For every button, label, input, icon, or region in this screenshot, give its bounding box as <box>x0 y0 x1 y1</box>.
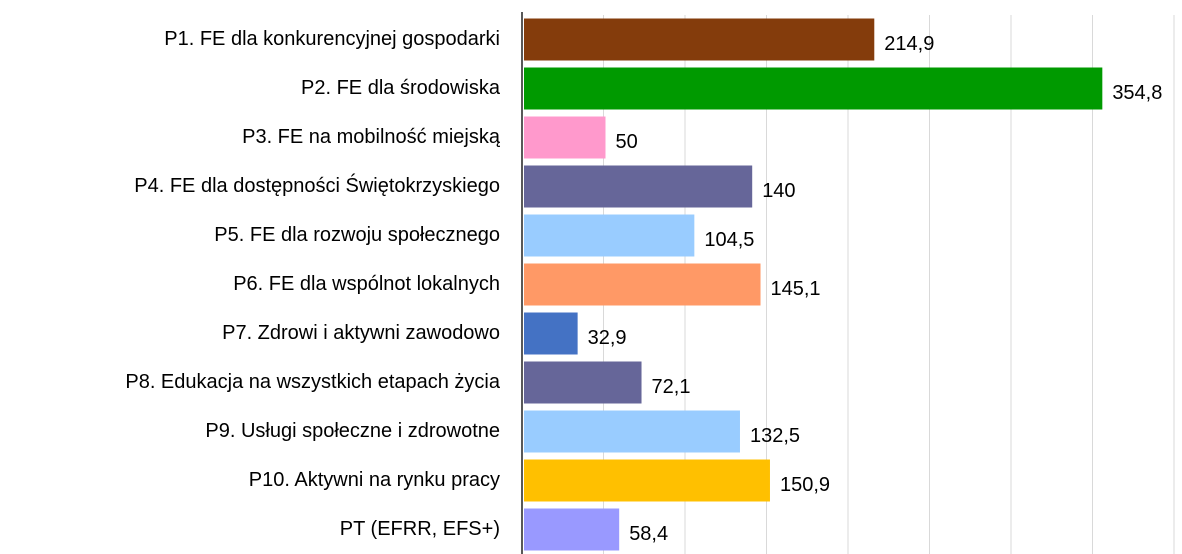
value-label: 50 <box>616 131 638 153</box>
value-label: 58,4 <box>629 523 668 545</box>
value-label: 104,5 <box>704 229 754 251</box>
category-label: PT (EFRR, EFS+) <box>340 518 500 540</box>
bar <box>524 459 770 502</box>
bar <box>524 263 761 306</box>
category-label: P8. Edukacja na wszystkich etapach życia <box>125 371 501 393</box>
category-label: P10. Aktywni na rynku pracy <box>249 469 500 491</box>
value-label: 132,5 <box>750 425 800 447</box>
category-label: P4. FE dla dostępności Świętokrzyskiego <box>134 173 500 197</box>
category-label: P9. Usługi społeczne i zdrowotne <box>205 420 500 442</box>
value-label: 140 <box>762 180 795 202</box>
bar <box>524 508 620 551</box>
bar <box>524 165 753 208</box>
bar <box>524 18 875 61</box>
category-label: P7. Zdrowi i aktywni zawodowo <box>222 322 500 344</box>
bar <box>524 410 740 453</box>
bar <box>524 312 578 355</box>
category-label: P5. FE dla rozwoju społecznego <box>214 224 500 246</box>
value-label: 145,1 <box>771 278 821 300</box>
value-label: 354,8 <box>1112 82 1162 104</box>
category-label: P3. FE na mobilność miejską <box>242 126 501 148</box>
bar <box>524 214 695 257</box>
bar <box>524 67 1103 110</box>
value-label: 214,9 <box>884 33 934 55</box>
value-label: 72,1 <box>652 376 691 398</box>
bar <box>524 116 606 159</box>
value-label: 32,9 <box>588 327 627 349</box>
category-label: P2. FE dla środowiska <box>301 77 501 99</box>
value-label: 150,9 <box>780 474 830 496</box>
category-label: P1. FE dla konkurencyjnej gospodarki <box>164 28 500 50</box>
bar <box>524 361 642 404</box>
category-label: P6. FE dla wspólnot lokalnych <box>233 273 500 295</box>
